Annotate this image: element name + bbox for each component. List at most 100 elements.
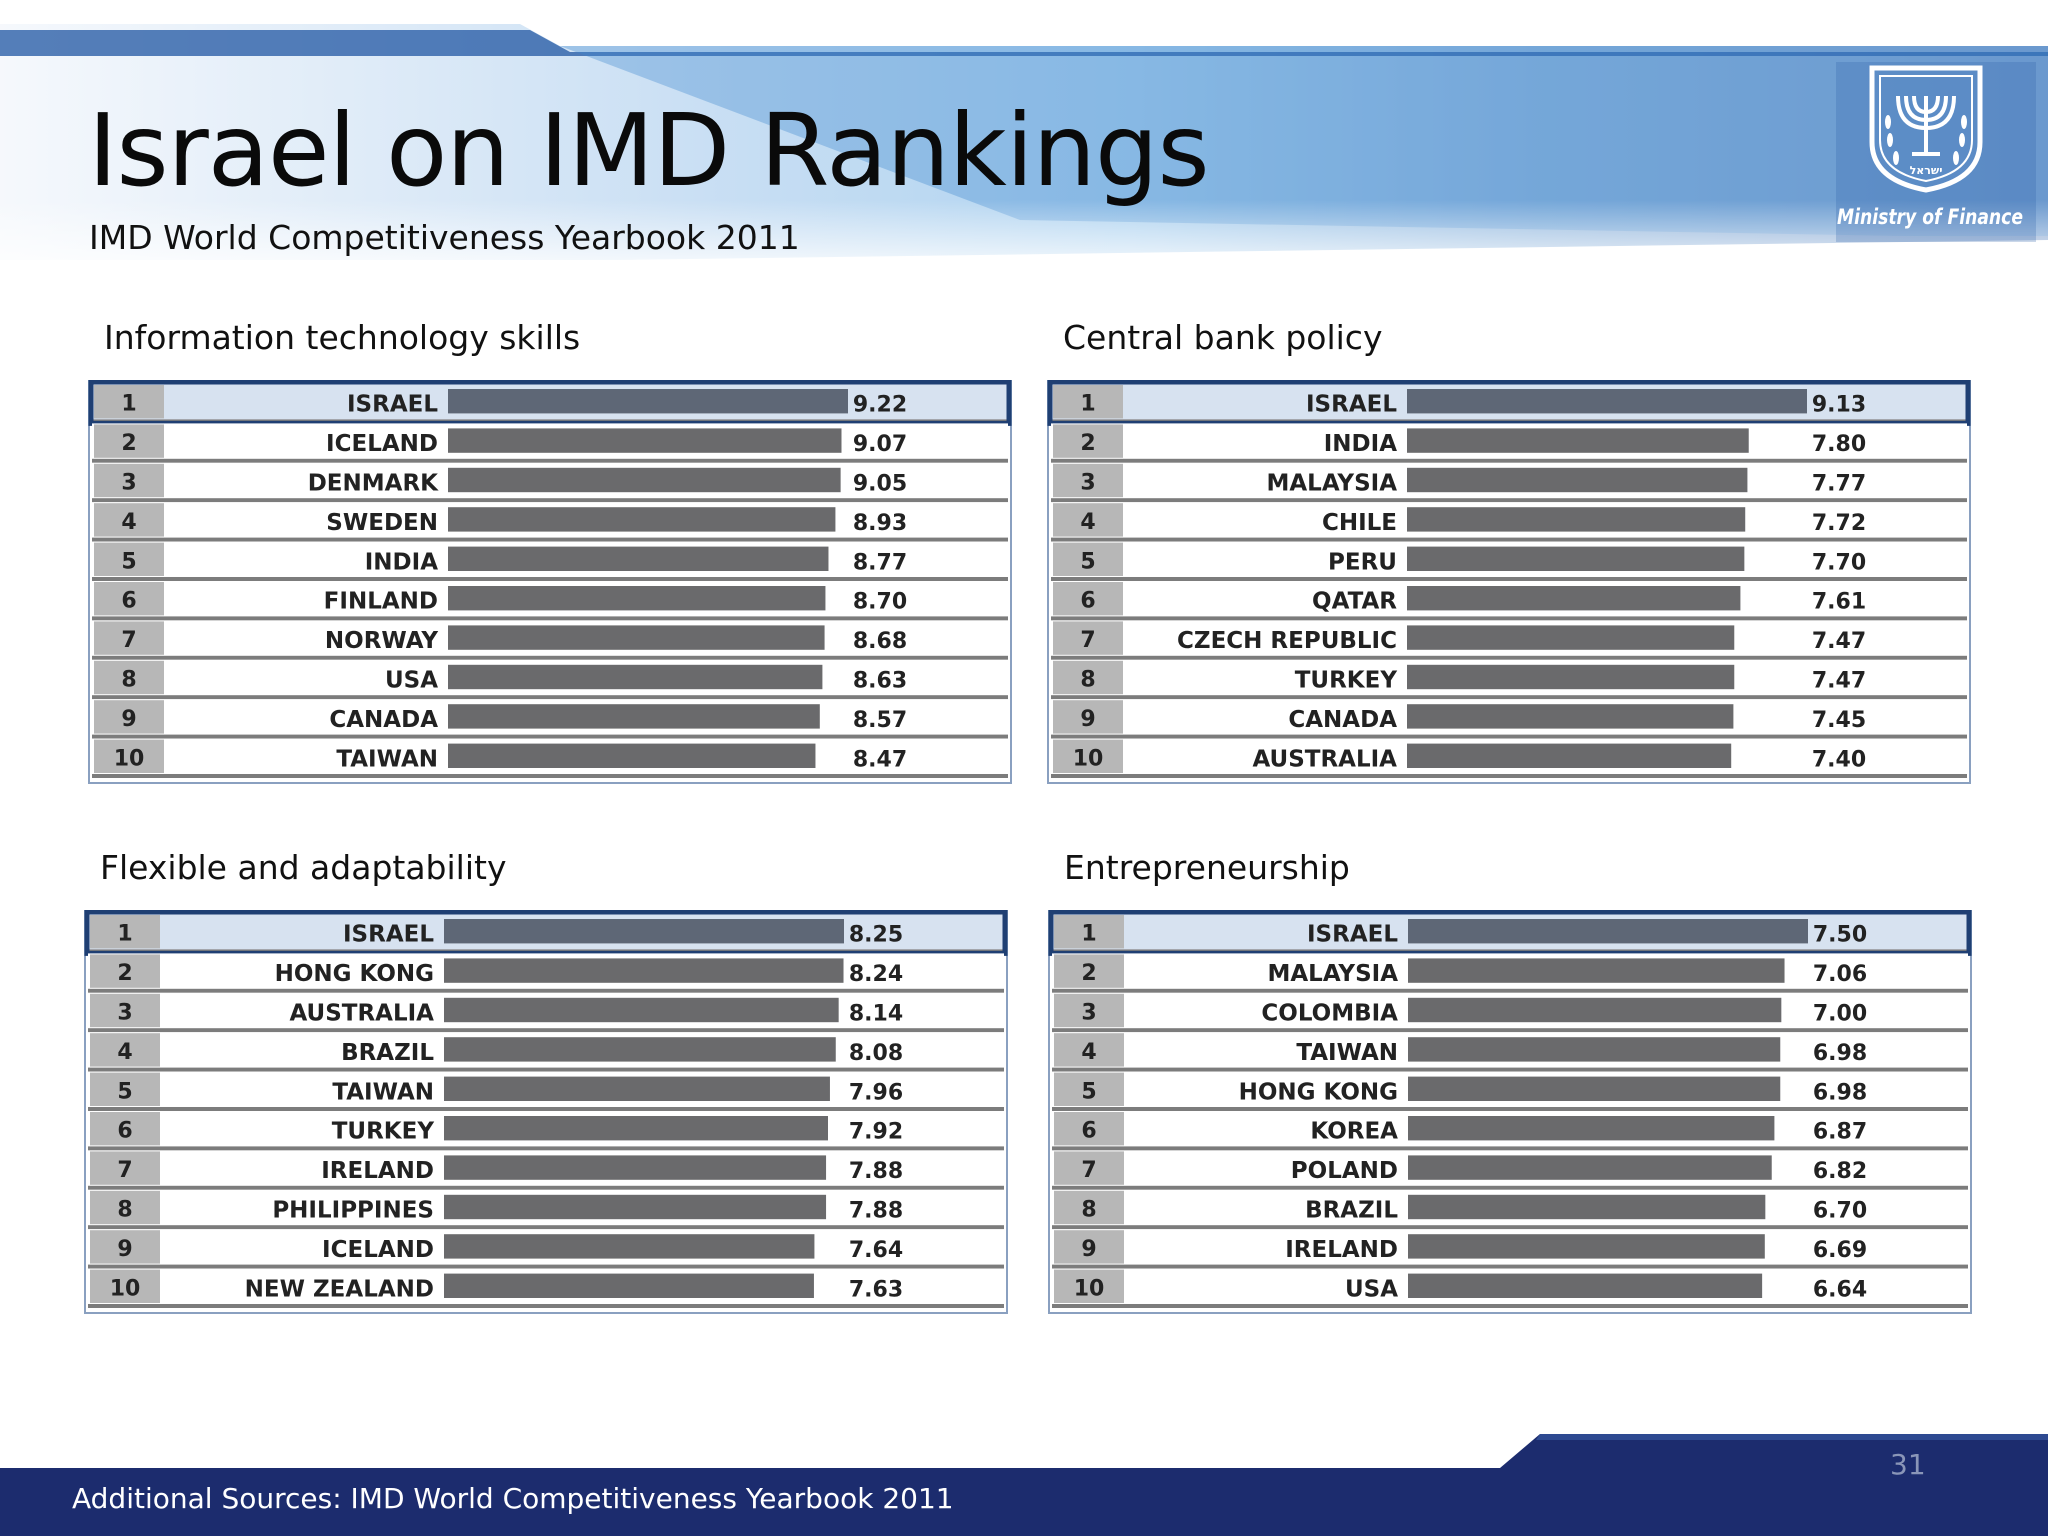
country-label: INDIA bbox=[1324, 431, 1397, 457]
rank-label: 9 bbox=[1080, 707, 1095, 732]
table-row: 10 TAIWAN 8.47 bbox=[92, 738, 1008, 778]
chart-it-skills: Information technology skills 1 ISRAEL 9.2… bbox=[88, 318, 1012, 798]
value-bar bbox=[1407, 586, 1741, 611]
table-row: 8 BRAZIL 6.70 bbox=[1052, 1189, 1968, 1230]
value-bar bbox=[444, 958, 844, 983]
value-label: 7.47 bbox=[1812, 669, 1866, 694]
rank-label: 10 bbox=[110, 1276, 141, 1301]
table-row: 7 NORWAY 8.68 bbox=[92, 620, 1008, 660]
table-row: 6 KOREA 6.87 bbox=[1052, 1111, 1968, 1151]
table-row: 9 IRELAND 6.69 bbox=[1052, 1229, 1968, 1269]
country-label: CZECH REPUBLIC bbox=[1177, 628, 1397, 654]
value-label: 8.08 bbox=[849, 1041, 903, 1066]
ministry-emblem-logo: ישראל Ministry of Finance bbox=[1836, 62, 2036, 242]
row-divider bbox=[1052, 1264, 1968, 1269]
table-row: 4 CHILE 7.72 bbox=[1051, 502, 1967, 542]
value-label: 9.05 bbox=[853, 472, 907, 497]
rank-label: 2 bbox=[1080, 431, 1095, 456]
table-row: 2 MALAYSIA 7.06 bbox=[1052, 953, 1968, 993]
table-row: 7 POLAND 6.82 bbox=[1052, 1150, 1968, 1190]
table-row: 2 ICELAND 9.07 bbox=[92, 423, 1008, 463]
row-divider bbox=[92, 695, 1008, 700]
rank-cell bbox=[1053, 660, 1123, 695]
row-divider bbox=[88, 1304, 1004, 1308]
value-label: 7.72 bbox=[1812, 511, 1866, 536]
rank-label: 8 bbox=[117, 1198, 132, 1223]
country-label: ISRAEL bbox=[343, 922, 434, 948]
rank-cell bbox=[94, 660, 164, 695]
table-row: 7 CZECH REPUBLIC 7.47 bbox=[1051, 620, 1967, 660]
value-label: 8.24 bbox=[849, 962, 903, 987]
row-divider bbox=[1052, 1225, 1968, 1230]
rank-cell bbox=[90, 1072, 160, 1106]
value-label: 8.93 bbox=[853, 511, 907, 536]
rank-cell bbox=[90, 954, 160, 988]
value-label: 6.82 bbox=[1813, 1159, 1867, 1184]
value-bar bbox=[1407, 467, 1748, 493]
chart-entrepreneurship: Entrepreneurship 1 ISRAEL 7.50 2 MALAYSIA 7.0… bbox=[1048, 848, 1972, 1328]
country-label: KOREA bbox=[1310, 1119, 1398, 1145]
ranking-table-entrepreneurship: 1 ISRAEL 7.50 2 MALAYSIA 7.06 3 COLOMBIA 7.00 4 TA… bbox=[1048, 910, 1972, 1314]
table-row: 7 IRELAND 7.88 bbox=[88, 1150, 1004, 1190]
rank-label: 9 bbox=[117, 1237, 132, 1262]
value-bar bbox=[444, 997, 839, 1023]
rank-label: 1 bbox=[121, 392, 136, 417]
row-divider bbox=[1051, 577, 1967, 581]
table-row: 2 INDIA 7.80 bbox=[1051, 423, 1967, 463]
footer-banner bbox=[0, 1434, 2048, 1536]
country-label: COLOMBIA bbox=[1261, 1001, 1398, 1027]
value-bar bbox=[1408, 1076, 1781, 1101]
value-label: 6.98 bbox=[1813, 1080, 1867, 1105]
row-divider bbox=[1051, 695, 1967, 700]
table-row: 3 MALAYSIA 7.77 bbox=[1051, 462, 1967, 503]
row-divider bbox=[92, 734, 1008, 739]
rank-label: 7 bbox=[121, 628, 136, 653]
value-label: 8.70 bbox=[853, 590, 907, 615]
rank-label: 3 bbox=[1080, 471, 1095, 496]
value-bar bbox=[448, 625, 825, 650]
table-row: 8 PHILIPPINES 7.88 bbox=[88, 1189, 1004, 1230]
value-bar bbox=[448, 546, 829, 571]
table-row: 5 PERU 7.70 bbox=[1051, 541, 1967, 581]
rank-label: 10 bbox=[1074, 1276, 1105, 1301]
table-row: 5 HONG KONG 6.98 bbox=[1052, 1071, 1968, 1111]
country-label: MALAYSIA bbox=[1267, 961, 1398, 987]
rank-cell bbox=[1053, 424, 1123, 458]
value-label: 8.25 bbox=[849, 923, 903, 948]
row-divider bbox=[1051, 537, 1967, 542]
rank-label: 8 bbox=[1081, 1198, 1096, 1223]
rank-cell bbox=[1054, 1190, 1124, 1225]
value-bar bbox=[444, 1194, 827, 1220]
country-label: PERU bbox=[1328, 549, 1397, 575]
country-label: DENMARK bbox=[308, 471, 439, 497]
rank-label: 4 bbox=[117, 1040, 132, 1065]
value-bar bbox=[448, 428, 842, 453]
row-divider bbox=[92, 577, 1008, 581]
value-bar bbox=[448, 586, 826, 611]
rank-label: 1 bbox=[117, 922, 132, 947]
rank-label: 5 bbox=[121, 549, 136, 574]
table-row: 4 TAIWAN 6.98 bbox=[1052, 1032, 1968, 1072]
country-label: POLAND bbox=[1291, 1158, 1398, 1184]
value-label: 9.22 bbox=[853, 393, 907, 418]
country-label: NEW ZEALAND bbox=[245, 1276, 434, 1302]
table-row: 10 NEW ZEALAND 7.63 bbox=[88, 1268, 1004, 1308]
country-label: PHILIPPINES bbox=[272, 1198, 434, 1224]
value-label: 7.92 bbox=[849, 1120, 903, 1145]
value-bar bbox=[1408, 1116, 1775, 1141]
value-bar bbox=[1407, 704, 1734, 729]
value-bar bbox=[448, 467, 841, 493]
value-bar bbox=[444, 1076, 830, 1101]
table-row: 2 HONG KONG 8.24 bbox=[88, 953, 1004, 993]
value-bar bbox=[1408, 997, 1782, 1023]
rank-label: 2 bbox=[121, 431, 136, 456]
value-label: 7.50 bbox=[1813, 923, 1867, 948]
country-label: MALAYSIA bbox=[1266, 471, 1397, 497]
rank-label: 1 bbox=[1080, 392, 1095, 417]
rank-cell bbox=[1053, 739, 1123, 773]
value-bar bbox=[1408, 1273, 1763, 1298]
value-bar bbox=[1408, 1037, 1781, 1062]
rank-label: 7 bbox=[117, 1158, 132, 1183]
table-row: 10 USA 6.64 bbox=[1052, 1268, 1968, 1308]
value-bar bbox=[1408, 1155, 1772, 1180]
